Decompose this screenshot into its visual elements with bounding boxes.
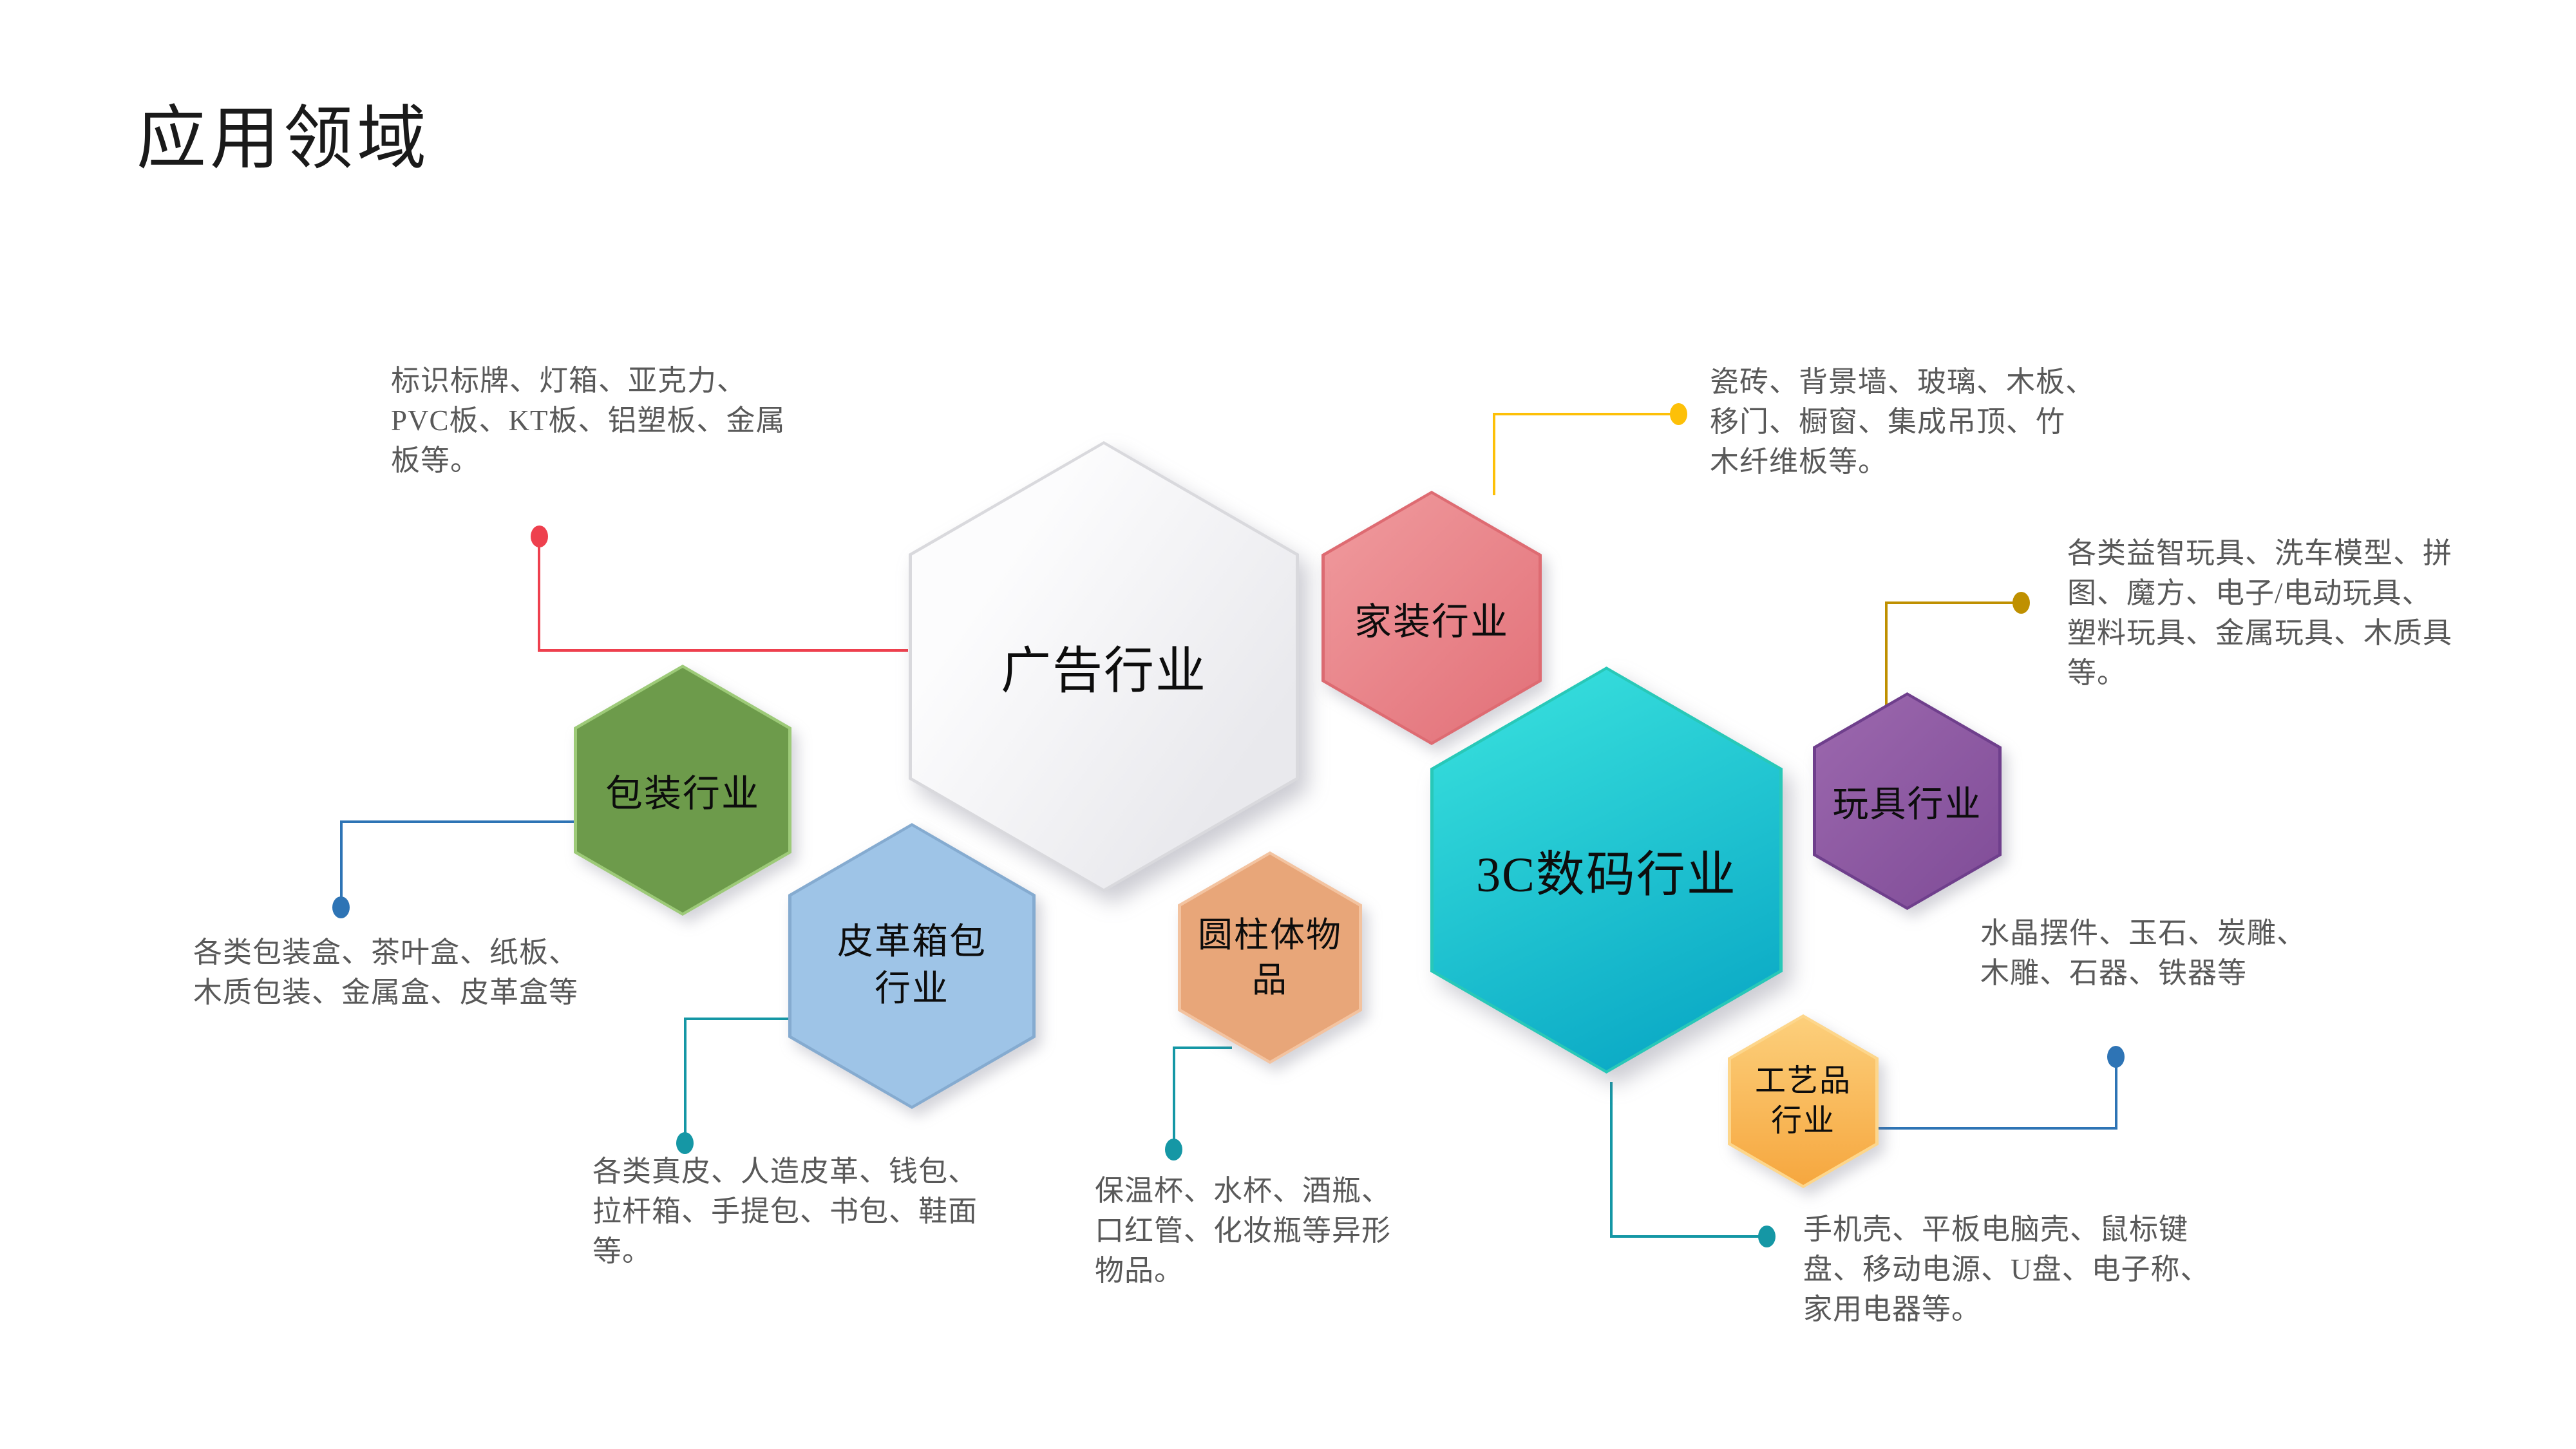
- connector-home-decor-hline: [1493, 413, 1672, 415]
- connector-cylinder-hline: [1173, 1046, 1232, 1049]
- note-advertising: 标识标牌、灯箱、亚克力、 PVC板、KT板、铝塑板、金属 板等。: [391, 365, 786, 477]
- hexagon-leather-bags-label: 皮革箱包 行业: [791, 826, 1032, 1106]
- hexagon-digital-3c-label: 3C数码行业: [1434, 670, 1779, 1070]
- note-toys: 各类益智玩具、洗车模型、拼 图、魔方、电子/电动玩具、 塑料玩具、金属玩具、木质…: [2067, 537, 2453, 689]
- connector-packaging-hline: [340, 820, 585, 823]
- hexagon-toys-label: 玩具行业: [1816, 696, 1998, 907]
- hexagon-digital-3c: 3C数码行业: [1430, 667, 1783, 1074]
- connector-crafts-dot: [2107, 1046, 2125, 1068]
- connector-packaging-dot: [332, 896, 350, 918]
- hexagon-advertising-label: 广告行业: [912, 444, 1296, 889]
- connector-digital-3c-vline: [1610, 1082, 1613, 1238]
- hexagon-cylinder: 圆柱体物 品: [1178, 851, 1362, 1064]
- hexagon-advertising: 广告行业: [909, 441, 1299, 892]
- hexagon-packaging-label: 包装行业: [577, 668, 788, 913]
- connector-advertising-hline: [538, 649, 908, 652]
- hexagon-home-decor: 家装行业: [1321, 491, 1542, 745]
- connector-advertising-dot: [531, 526, 548, 547]
- hexagon-toys: 玩具行业: [1813, 692, 2002, 910]
- connector-leather-bags-vline: [684, 1018, 687, 1136]
- connector-leather-bags-hline: [684, 1018, 810, 1020]
- hexagon-leather-bags: 皮革箱包 行业: [788, 823, 1036, 1109]
- page-title: 应用领域: [137, 101, 431, 178]
- connector-digital-3c-dot: [1758, 1226, 1776, 1247]
- connector-cylinder-vline: [1173, 1046, 1175, 1142]
- note-digital-3c: 手机壳、平板电脑壳、鼠标键 盘、移动电源、U盘、电子称、 家用电器等。: [1803, 1213, 2210, 1325]
- connector-digital-3c-hline: [1610, 1235, 1759, 1238]
- connector-cylinder-dot: [1165, 1139, 1182, 1160]
- connector-toys-dot: [2012, 592, 2030, 614]
- connector-toys-vline: [1885, 601, 1888, 712]
- connector-home-decor-dot: [1670, 403, 1687, 425]
- connector-packaging-vline: [340, 820, 343, 902]
- hexagon-crafts-label: 工艺品 行业: [1731, 1018, 1875, 1185]
- note-crafts: 水晶摆件、玉石、炭雕、 木雕、石器、铁器等: [1980, 917, 2307, 989]
- connector-crafts-hline: [1873, 1127, 2117, 1130]
- connector-leather-bags-dot: [676, 1132, 694, 1154]
- note-cylinder: 保温杯、水杯、酒瓶、 口红管、化妆瓶等异形 物品。: [1095, 1175, 1392, 1287]
- hexagon-cylinder-label: 圆柱体物 品: [1181, 855, 1359, 1061]
- connector-home-decor-vline: [1493, 413, 1495, 495]
- connector-crafts-vline: [2115, 1065, 2117, 1130]
- note-home-decor: 瓷砖、背景墙、玻璃、木板、 移门、橱窗、集成吊顶、竹 木纤维板等。: [1710, 366, 2096, 478]
- note-packaging: 各类包装盒、茶叶盒、纸板、 木质包装、金属盒、皮革盒等: [193, 936, 579, 1009]
- connector-toys-hline: [1885, 601, 2014, 604]
- connector-advertising-vline: [538, 546, 540, 652]
- hexagon-packaging: 包装行业: [574, 665, 791, 916]
- note-leather-bags: 各类真皮、人造皮革、钱包、 拉杆箱、手提包、书包、鞋面 等。: [592, 1155, 978, 1267]
- hexagon-crafts: 工艺品 行业: [1728, 1014, 1879, 1188]
